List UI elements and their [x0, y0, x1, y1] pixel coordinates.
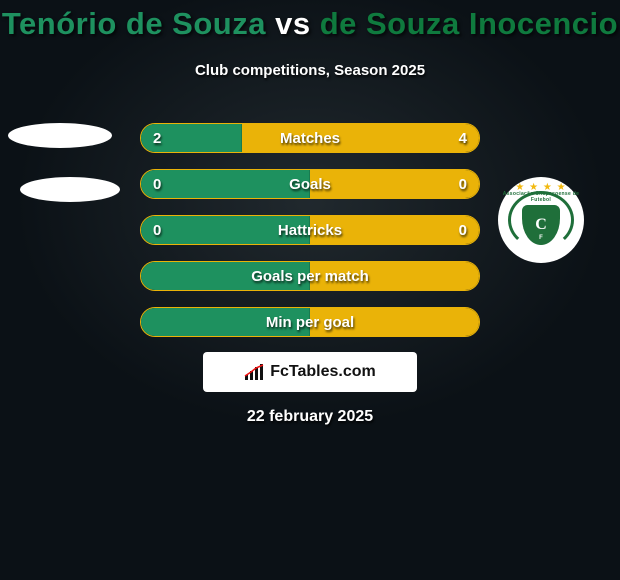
player-left-placeholder-2: [20, 177, 120, 202]
stat-fill-right: [242, 124, 479, 152]
club-crest: ★ ★ ★ ★ Associação Chapecoense de Futebo…: [498, 177, 584, 263]
page-title: Tenório de Souza vs de Souza Inocencio: [0, 6, 620, 42]
watermark-text: FcTables.com: [270, 363, 376, 381]
title-vs: vs: [266, 6, 320, 41]
title-right: de Souza Inocencio: [320, 6, 618, 41]
stat-fill-left: [141, 262, 310, 290]
stat-value-right: 4: [447, 124, 479, 152]
subtitle: Club competitions, Season 2025: [0, 62, 620, 79]
stat-fill-right: [310, 308, 479, 336]
crest-sub: F: [539, 235, 543, 241]
stat-row: Matches24: [140, 123, 480, 153]
watermark-bars-icon: [244, 363, 266, 381]
crest-arc-text: Associação Chapecoense de Futebol: [498, 191, 584, 203]
stat-row: Goals per match: [140, 261, 480, 291]
stat-fill-right: [310, 262, 479, 290]
stat-row: Hattricks00: [140, 215, 480, 245]
stat-value-left: 0: [141, 170, 173, 198]
player-left-placeholder-1: [8, 123, 112, 148]
stat-fill-left: [141, 308, 310, 336]
watermark: FcTables.com: [203, 352, 417, 392]
date-label: 22 february 2025: [0, 408, 620, 426]
stat-row: Goals00: [140, 169, 480, 199]
stat-value-right: 0: [447, 170, 479, 198]
stat-value-right: 0: [447, 216, 479, 244]
title-left: Tenório de Souza: [2, 6, 266, 41]
stat-value-left: 0: [141, 216, 173, 244]
stat-row: Min per goal: [140, 307, 480, 337]
stat-value-left: 2: [141, 124, 173, 152]
crest-letter: C: [535, 216, 547, 234]
